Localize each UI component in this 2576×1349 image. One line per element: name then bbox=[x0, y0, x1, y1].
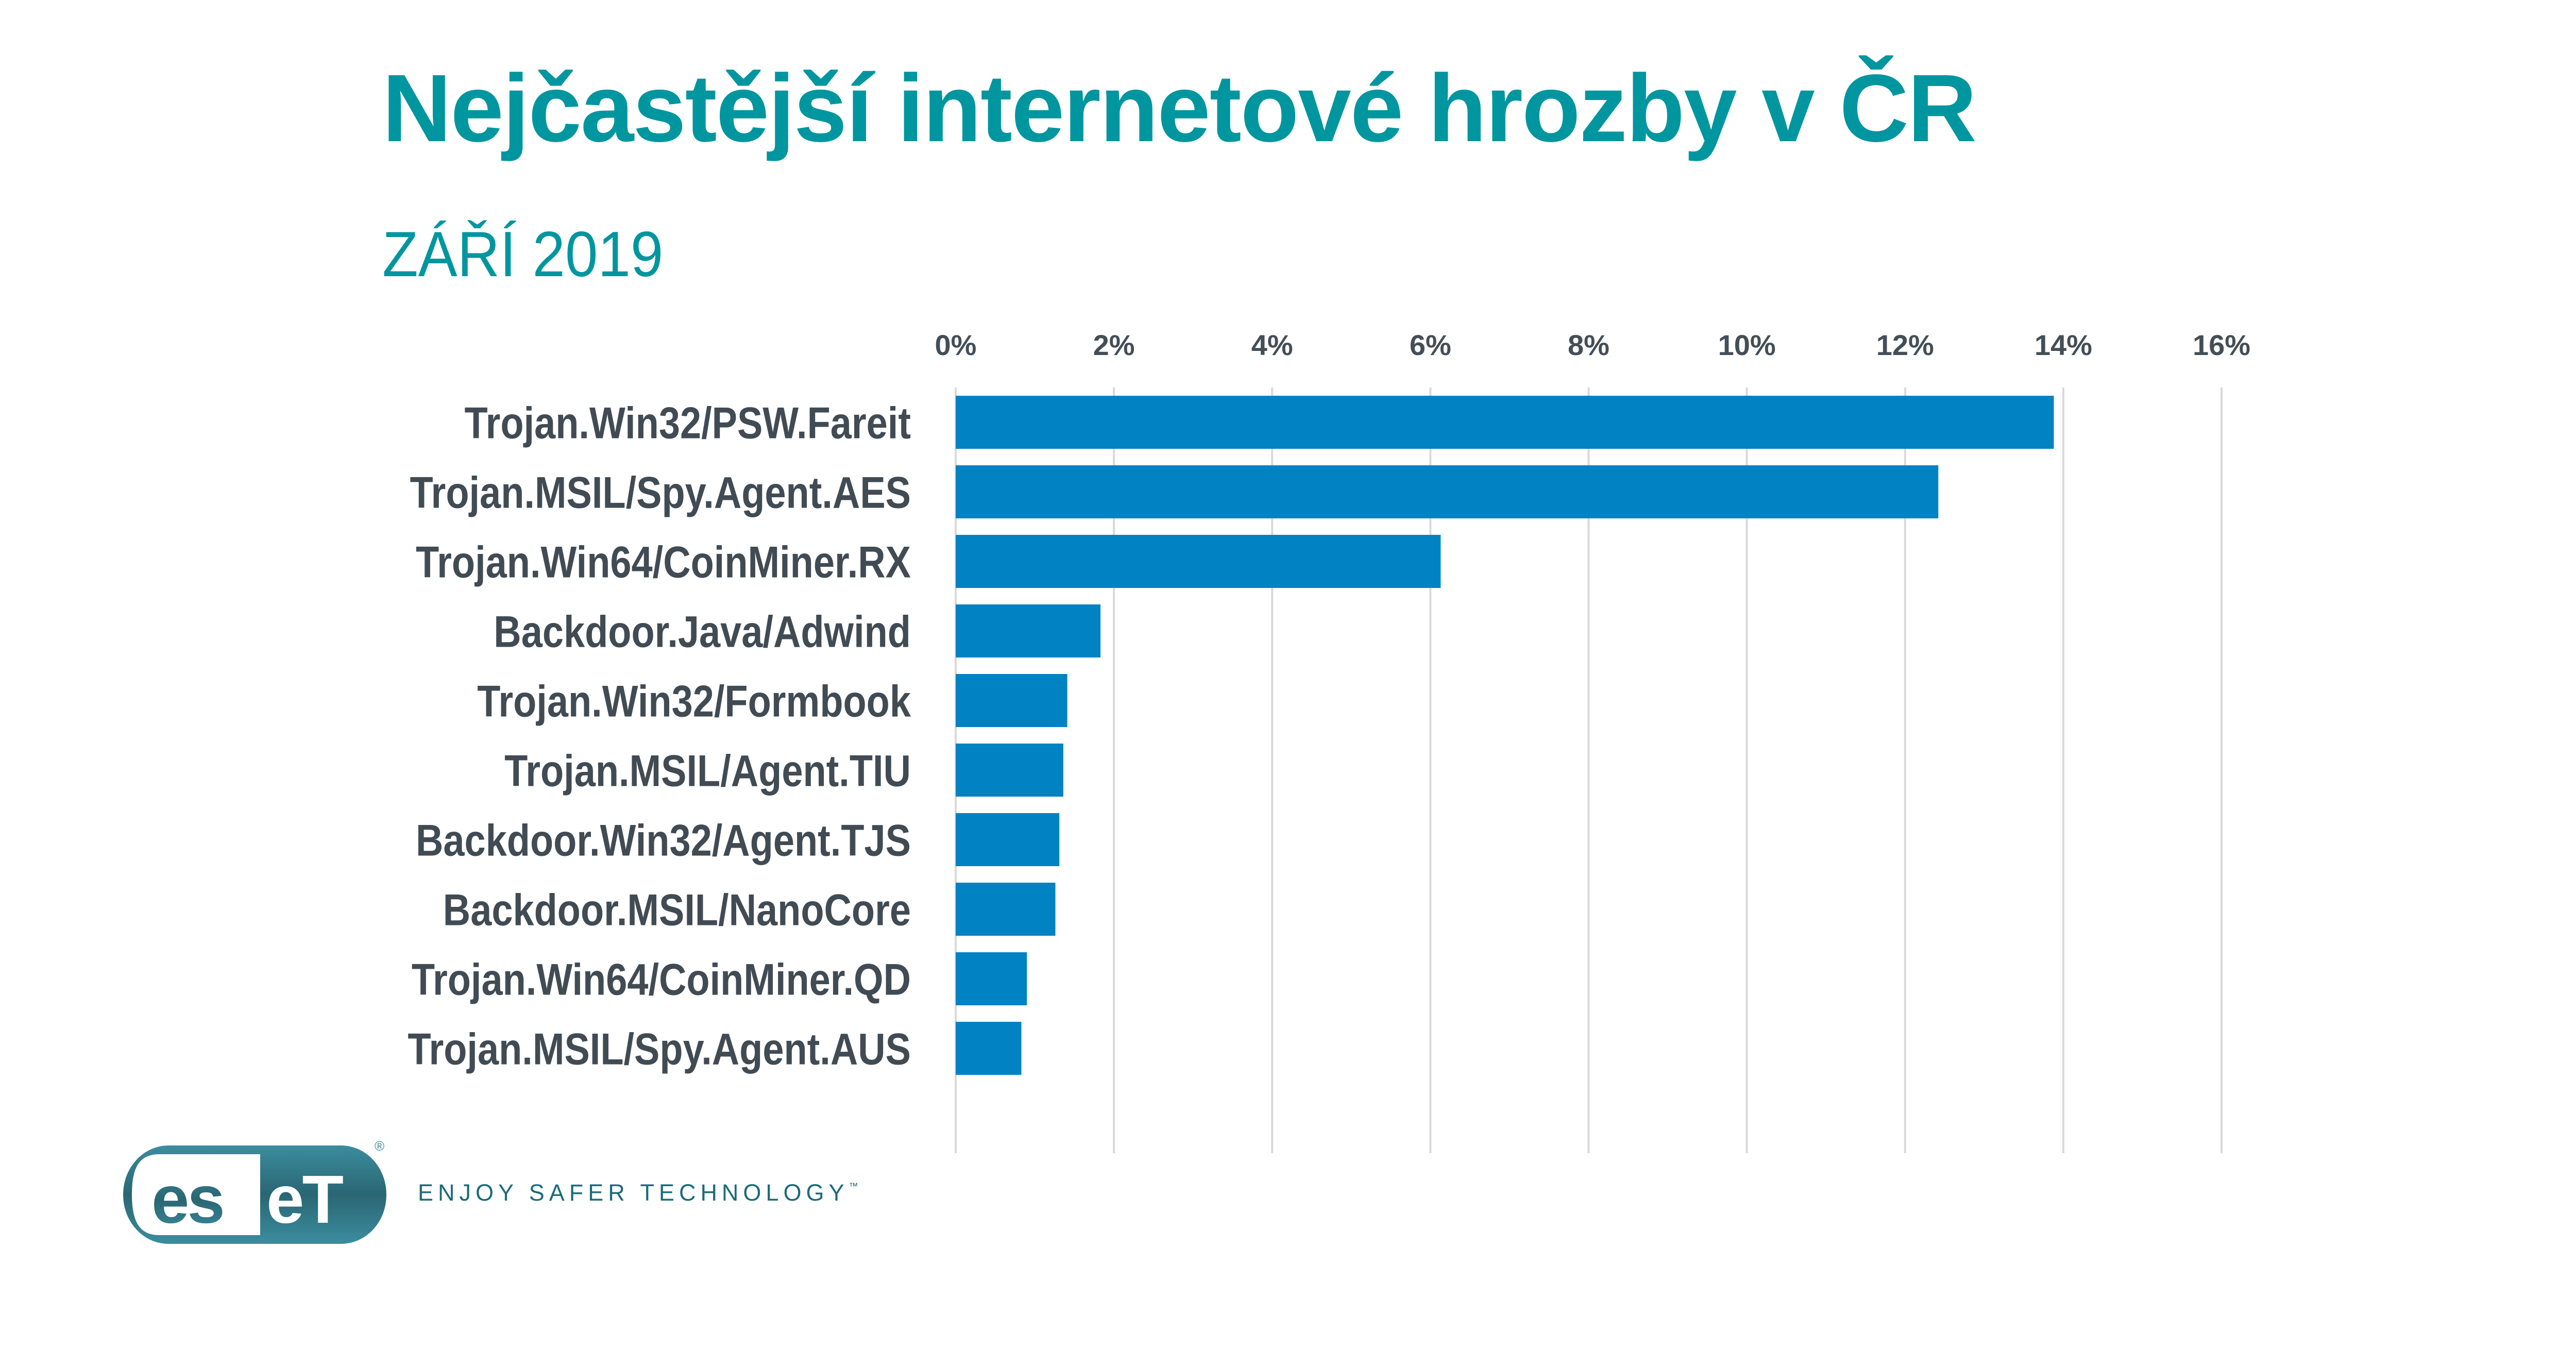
trademark-mark: ™ bbox=[849, 1181, 858, 1191]
x-tick-label: 12% bbox=[1876, 329, 1934, 361]
bar bbox=[956, 744, 1063, 797]
x-axis-tick-labels: 0% 2% 4% 6% 8% 10% 12% 14% 16% bbox=[935, 329, 2251, 361]
eset-logo-icon: es eT bbox=[123, 1145, 386, 1244]
category-label: Trojan.MSIL/Spy.Agent.AUS bbox=[408, 1025, 911, 1074]
bar bbox=[956, 883, 1056, 936]
tagline-text: ENJOY SAFER TECHNOLOGY bbox=[418, 1179, 849, 1206]
category-label: Trojan.Win32/Formbook bbox=[477, 677, 911, 727]
category-label: Backdoor.Java/Adwind bbox=[494, 608, 911, 657]
category-label: Trojan.Win32/PSW.Fareit bbox=[464, 399, 911, 448]
bar bbox=[956, 1022, 1022, 1075]
category-label: Trojan.MSIL/Spy.Agent.AES bbox=[410, 468, 911, 518]
category-label: Trojan.Win64/CoinMiner.RX bbox=[416, 538, 911, 587]
category-label: Trojan.MSIL/Agent.TIU bbox=[504, 747, 911, 796]
bar bbox=[956, 674, 1067, 727]
category-label: Trojan.Win64/CoinMiner.QD bbox=[412, 955, 911, 1005]
logo-et-text: eT bbox=[266, 1161, 343, 1237]
x-tick-label: 14% bbox=[2035, 329, 2092, 361]
bar bbox=[956, 813, 1060, 866]
bar bbox=[956, 535, 1441, 588]
chart-title: Nejčastější internetové hrozby v ČR bbox=[382, 55, 1977, 162]
category-label: Backdoor.Win32/Agent.TJS bbox=[416, 816, 911, 866]
x-tick-label: 0% bbox=[935, 329, 977, 361]
eset-logo: es eT ® bbox=[123, 1138, 386, 1244]
bars bbox=[956, 396, 2054, 1075]
x-tick-label: 10% bbox=[1718, 329, 1776, 361]
chart-subtitle: ZÁŘÍ 2019 bbox=[382, 219, 664, 290]
logo-es-text: es bbox=[151, 1161, 223, 1237]
x-tick-label: 8% bbox=[1568, 329, 1609, 361]
x-tick-label: 6% bbox=[1410, 329, 1451, 361]
x-tick-label: 16% bbox=[2193, 329, 2250, 361]
tagline: ENJOY SAFER TECHNOLOGY™ bbox=[418, 1181, 858, 1204]
x-tick-label: 4% bbox=[1251, 329, 1293, 361]
x-tick-label: 2% bbox=[1093, 329, 1135, 361]
bar bbox=[956, 465, 1939, 518]
bar bbox=[956, 952, 1027, 1005]
category-labels: Trojan.Win32/PSW.Fareit Trojan.MSIL/Spy.A… bbox=[408, 399, 911, 1074]
bar bbox=[956, 396, 2054, 449]
bar bbox=[956, 604, 1101, 657]
registered-mark: ® bbox=[375, 1138, 385, 1154]
category-label: Backdoor.MSIL/NanoCore bbox=[443, 886, 911, 935]
